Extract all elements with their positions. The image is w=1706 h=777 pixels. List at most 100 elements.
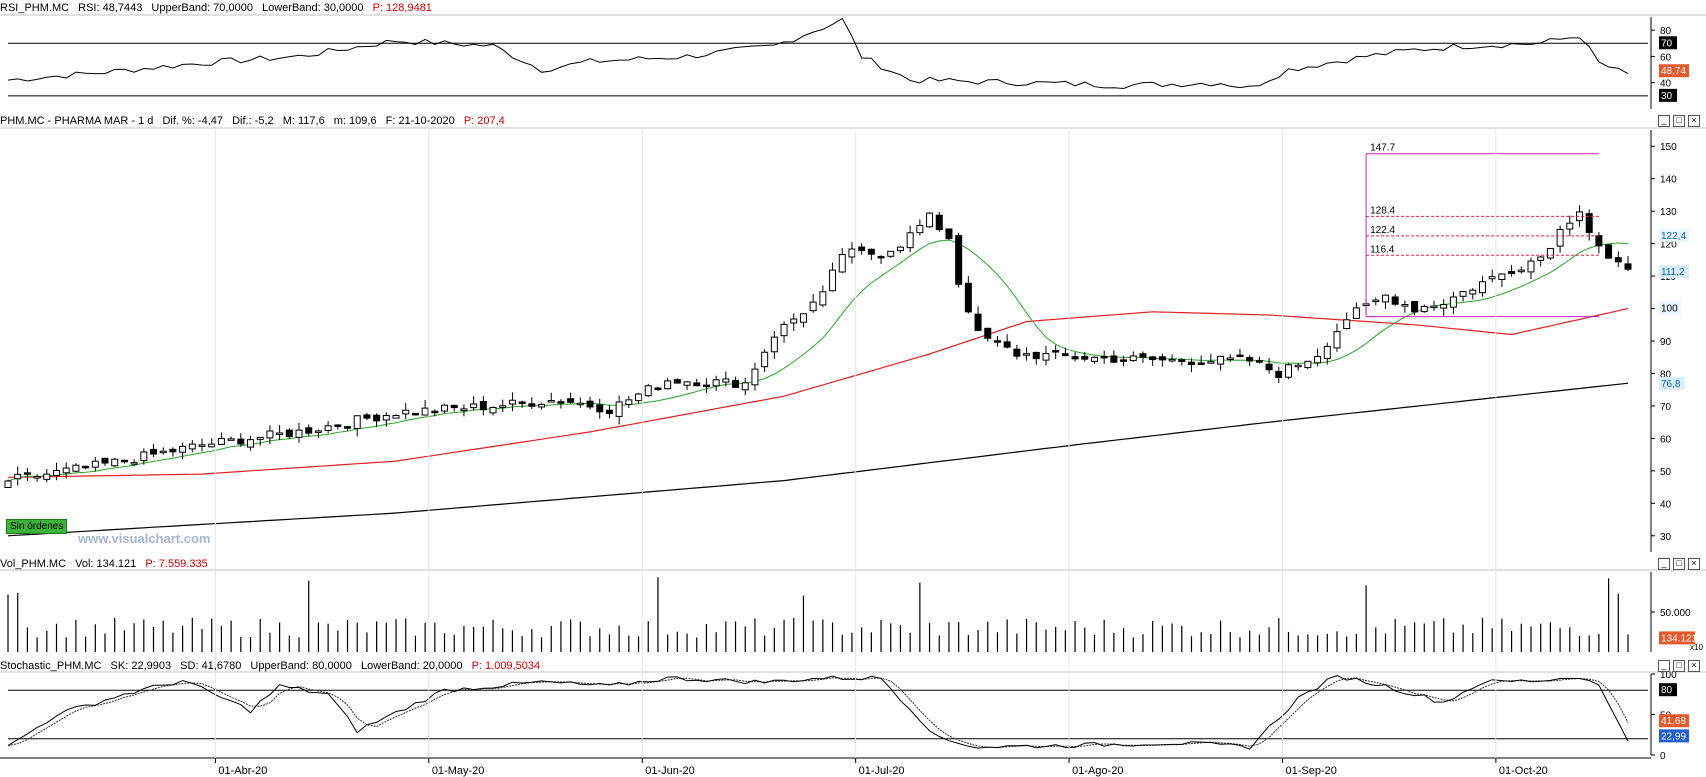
volume-minimize-button[interactable]: _ [1658,558,1670,570]
candle-body [635,393,643,402]
candle-body [179,445,187,453]
candle-body [1255,360,1263,363]
candle-body [935,214,943,231]
price-maximize-button[interactable]: □ [1673,115,1685,127]
price-dif-pct: Dif. %: -4,47 [162,115,223,127]
candle-body [780,323,788,337]
ma-long-line [7,382,1629,537]
price-tag-ma-short: 122,4 [1661,231,1686,242]
rsi-line [7,17,1629,90]
candle-body [53,469,61,476]
candle-body [324,425,332,431]
candle-body [1401,304,1409,307]
x-tick-label: 01-Ago-20 [1072,765,1123,777]
candle-body [392,414,400,419]
rsi-value: RSI: 48,7443 [78,2,143,14]
candle-body [1333,331,1341,349]
candle-body [159,450,167,454]
candle-body [91,460,99,468]
price-tick-label: 150 [1660,142,1677,153]
candle-body [508,399,516,405]
volume-value: Vol: 134.121 [75,558,137,570]
candle-body [382,414,390,421]
price-p: P: 207,4 [463,115,505,127]
stoch-sd-line [7,677,1629,749]
candle-body [1517,269,1525,273]
price-tick-label: 30 [1660,532,1672,543]
candle-body [1207,361,1215,364]
candle-body [984,327,992,339]
candle-body [1411,301,1419,313]
candle-body [1071,356,1079,360]
candle-body [479,401,487,411]
candle-body [1508,271,1516,275]
candle-body [217,438,225,445]
candle-body [276,432,284,435]
candle-body [1381,294,1389,303]
candle-body [1149,356,1157,361]
candle-body [683,381,691,386]
rsi-tag-value-bg [1659,64,1689,78]
candle-body [741,382,749,391]
candle-body [829,269,837,292]
price-minimize-button[interactable]: _ [1658,115,1670,127]
price-tick-label: 130 [1660,207,1677,218]
candle-body [567,398,575,403]
candle-body [596,404,604,413]
candle-body [625,399,633,405]
candle-body [1420,306,1428,313]
candle-body [1294,364,1302,368]
stoch-maximize-button[interactable]: □ [1673,660,1685,672]
rsi-tag-lower: 30 [1661,91,1673,102]
candle-body [1217,355,1225,365]
stoch-tick-label: 100 [1660,670,1677,681]
candle-body [528,403,536,407]
price-close-button[interactable]: × [1688,115,1700,127]
range-high-label: 147.7 [1370,143,1395,154]
price-tick-label: 50 [1660,467,1672,478]
x-tick-label: 01-Jun-20 [645,765,695,777]
price-tag-round: 100 [1661,304,1678,315]
volume-close-button[interactable]: × [1688,558,1700,570]
candle-body [334,424,342,427]
candle-body [1100,355,1108,359]
candle-body [1042,353,1050,361]
rsi-lower: LowerBand: 30,0000 [262,2,364,14]
rsi-tag-value: 48,74 [1661,66,1686,77]
stoch-sk-line [7,675,1629,750]
orders-badge[interactable]: Sin órdenes [6,519,68,534]
candle-body [101,457,109,464]
candle-body [1585,213,1593,234]
candle-body [314,430,322,433]
candle-body [150,448,158,455]
candle-body [237,438,245,445]
candle-body [1246,357,1254,362]
candle-body [82,465,90,469]
candle-body [373,414,381,422]
candle-body [1566,222,1574,230]
price-tick-label: 60 [1660,434,1672,445]
candle-body [1187,361,1195,365]
candle-body [411,412,419,416]
candle-body [353,415,361,430]
candle-body [1013,348,1021,357]
stoch-tag-sd-bg [1659,714,1689,728]
price-max: M: 117,6 [282,115,325,127]
price-tick-label: 40 [1660,499,1672,510]
candle-body [809,301,817,312]
stoch-close-button[interactable]: × [1688,660,1700,672]
candle-body [470,403,478,409]
candle-body [955,235,963,285]
candle-body [1265,363,1273,371]
candle-body [848,248,856,258]
candle-body [120,459,128,463]
candle-body [1624,263,1632,270]
price-tag-round-bg [1659,301,1681,315]
stoch-minimize-button[interactable]: _ [1658,660,1670,672]
candle-body [906,232,914,249]
volume-tag-value-bg [1659,631,1695,645]
candle-body [1391,296,1399,305]
volume-maximize-button[interactable]: □ [1673,558,1685,570]
stoch-upper: UpperBand: 80,0000 [250,660,352,672]
candle-body [1003,341,1011,348]
